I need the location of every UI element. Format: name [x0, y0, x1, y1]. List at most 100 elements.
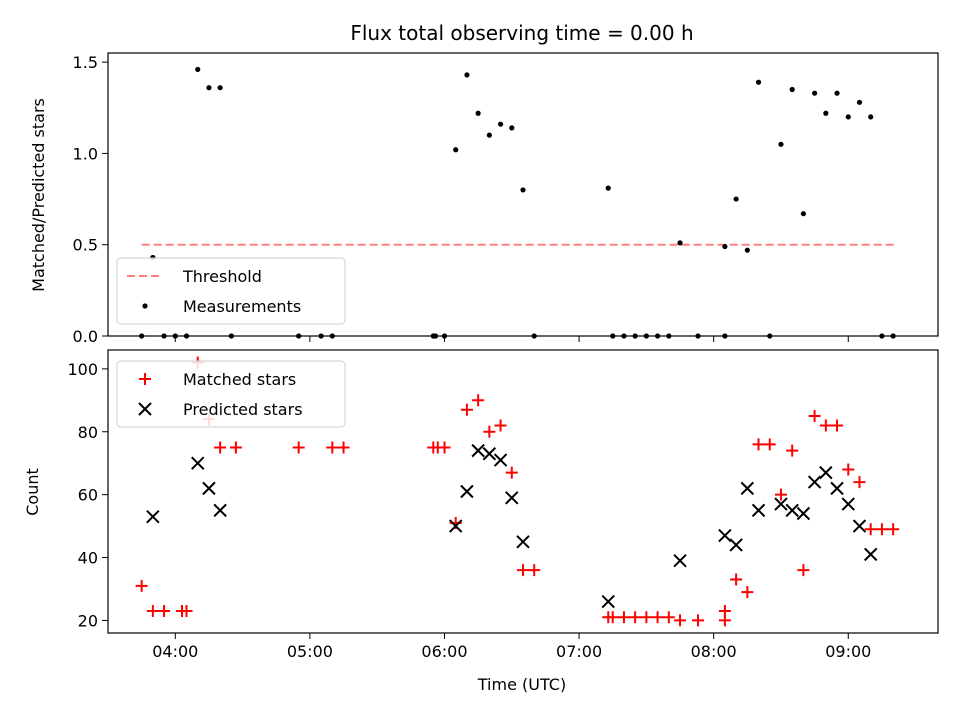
- top-y-axis-label: Matched/Predicted stars: [29, 98, 48, 292]
- measurement-point: [195, 66, 201, 73]
- top-y-tick-label: 0.5: [73, 236, 98, 255]
- legend-label: Threshold: [182, 267, 262, 286]
- measurement-point: [823, 110, 829, 116]
- predicted-star-marker: [601, 594, 615, 609]
- matched-star-marker: [808, 410, 821, 423]
- measurement-point: [183, 333, 190, 339]
- measurement-point: [453, 147, 459, 153]
- measurement-point: [329, 333, 335, 339]
- measurement-point: [509, 125, 515, 131]
- matched-star-marker: [853, 476, 866, 489]
- bottom-x-tick-label: 08:00: [691, 642, 737, 661]
- measurement-point: [800, 211, 807, 217]
- measurement-point: [161, 333, 167, 339]
- predicted-star-marker: [191, 456, 205, 470]
- measurement-point: [643, 333, 649, 339]
- matched-star-marker: [214, 441, 227, 454]
- predicted-star-marker: [493, 453, 508, 467]
- measurement-point: [789, 86, 795, 93]
- matched-star-marker: [229, 441, 242, 454]
- measurement-point: [632, 333, 638, 339]
- predicted-star-marker: [673, 553, 687, 568]
- matched-star-marker: [617, 611, 630, 624]
- legend-measurement-swatch: [142, 303, 148, 309]
- measurement-point: [497, 121, 504, 127]
- matched-star-marker: [875, 523, 888, 536]
- top-legend-box: [116, 257, 346, 325]
- measurement-point: [464, 72, 470, 78]
- matched-star-marker: [146, 604, 159, 617]
- measurement-point: [520, 187, 526, 193]
- chart-title: Flux total observing time = 0.00 h: [350, 21, 693, 45]
- measurement-point: [722, 333, 728, 339]
- matched-star-marker: [662, 611, 675, 624]
- predicted-star-marker: [505, 491, 519, 505]
- measurement-point: [666, 333, 672, 339]
- matched-star-marker: [718, 614, 731, 627]
- predicted-star-marker: [213, 503, 227, 518]
- predicted-star-marker: [863, 547, 878, 562]
- bottom-plot: 20 40 60 80 100 04:00 05:00 06:00 07:00 08:00 09:0…: [67, 349, 939, 661]
- matched-star-marker: [438, 441, 451, 454]
- measurement-point: [217, 85, 223, 91]
- top-y-tick-label: 1.0: [73, 144, 98, 163]
- x-axis-label: Time (UTC): [477, 675, 566, 694]
- matched-star-marker: [292, 441, 305, 454]
- bottom-y-tick-label: 20: [78, 611, 98, 630]
- measurement-point: [695, 333, 701, 339]
- matched-star-marker: [691, 614, 704, 627]
- predicted-star-marker: [785, 503, 799, 518]
- measurement-point: [172, 333, 178, 339]
- measurement-point: [610, 333, 616, 339]
- predicted-star-marker: [807, 475, 822, 489]
- measurement-point: [228, 333, 234, 339]
- bottom-legend: Matched stars Predicted stars: [116, 360, 346, 428]
- top-y-tick-label: 1.5: [73, 53, 98, 72]
- measurement-point: [778, 141, 784, 147]
- measurement-point: [879, 333, 885, 339]
- bottom-x-tick-label: 05:00: [287, 642, 333, 661]
- legend-label: Predicted stars: [183, 400, 303, 419]
- matched-star-marker: [752, 438, 765, 451]
- predicted-star-marker: [718, 528, 732, 543]
- matched-star-marker: [326, 441, 339, 454]
- measurement-point: [767, 333, 773, 339]
- matched-star-marker: [528, 564, 541, 577]
- measurement-point: [677, 240, 683, 246]
- predicted-star-marker: [460, 484, 474, 499]
- predicted-star-marker: [796, 506, 811, 521]
- bottom-plot-frame: [107, 349, 939, 634]
- measurement-point: [432, 333, 439, 339]
- measurement-point: [812, 90, 818, 96]
- matched-star-marker: [180, 604, 193, 617]
- predicted-star-marker: [471, 443, 485, 458]
- legend-predicted-swatch: [138, 402, 152, 416]
- matched-star-marker: [797, 564, 810, 577]
- measurement-point: [139, 333, 145, 339]
- bottom-x-tick-label: 07:00: [556, 642, 602, 661]
- predicted-star-marker: [774, 497, 788, 511]
- bottom-y-axis-label: Count: [23, 468, 42, 516]
- measurement-point: [605, 185, 611, 191]
- measurement-point: [654, 333, 661, 339]
- matched-star-marker: [651, 611, 664, 624]
- measurement-point: [890, 333, 896, 339]
- predicted-star-marker: [740, 481, 755, 496]
- predicted-star-marker: [751, 503, 766, 518]
- top-legend: Threshold Measurements: [116, 257, 346, 325]
- measurement-point: [486, 132, 492, 138]
- legend-label: Measurements: [183, 297, 301, 316]
- bottom-y-tick-label: 80: [78, 423, 98, 442]
- bottom-x-tick-label: 04:00: [152, 642, 198, 661]
- measurement-point: [531, 333, 537, 339]
- matched-star-marker: [842, 463, 855, 476]
- bottom-y-tick-label: 100: [67, 360, 98, 379]
- measurement-point: [856, 99, 863, 105]
- predicted-star-marker: [729, 538, 743, 552]
- predicted-star-marker: [448, 519, 463, 533]
- measurement-point: [475, 110, 481, 116]
- predicted-star-marker: [516, 535, 530, 549]
- measurement-point: [441, 333, 448, 339]
- bottom-x-tick-label: 06:00: [421, 642, 467, 661]
